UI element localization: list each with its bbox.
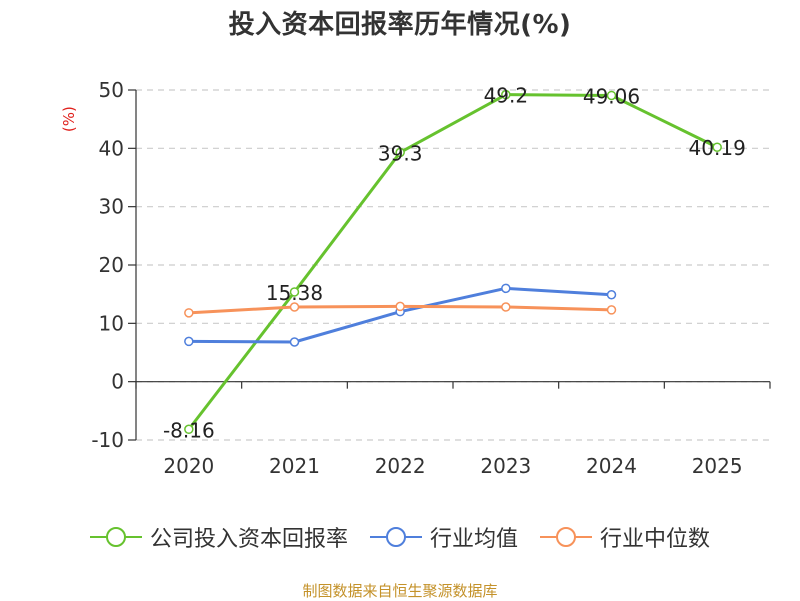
y-tick-label: 40	[99, 136, 124, 160]
legend-label-industry-median: 行业中位数	[600, 527, 711, 552]
data-label: 15.38	[266, 281, 323, 305]
data-point	[184, 336, 194, 347]
data-point	[289, 302, 300, 312]
x-tick-label: 2023	[480, 454, 531, 478]
y-tick-label: 20	[99, 253, 124, 277]
data-labels: -8.16 15.38 39.3 49.2 49.06 40.19	[163, 84, 746, 443]
y-axis-unit-label: (%)	[60, 106, 78, 132]
legend-line-circle-icon	[89, 527, 142, 547]
legend-label-industry-avg: 行业均值	[429, 527, 518, 552]
legend-line-circle-icon	[540, 527, 592, 547]
data-label: 49.2	[484, 84, 529, 108]
legend: 公司投入资本回报率 行业均值 行业中位数	[0, 520, 800, 554]
legend-item-industry-avg[interactable]: 行业均值	[369, 521, 518, 553]
legend-label-company: 公司投入资本回报率	[149, 527, 348, 552]
y-tick-label: 30	[99, 195, 124, 219]
x-tick-label: 2021	[269, 454, 320, 478]
data-label: 40.19	[689, 136, 746, 160]
data-point	[501, 283, 511, 294]
series-lines	[184, 89, 722, 435]
y-tick-label: 50	[99, 78, 124, 102]
y-tick-label: -10	[91, 428, 124, 452]
x-tick-label: 2025	[692, 454, 743, 478]
legend-item-industry-median[interactable]: 行业中位数	[540, 521, 710, 553]
data-point	[289, 337, 300, 347]
y-tick-label: 10	[99, 311, 124, 335]
data-label: -8.16	[163, 418, 215, 442]
axes: -10 0 10 20 30 40 50 2020 2021 2022 2023 2024 2025 (%…	[60, 78, 771, 478]
data-point	[184, 424, 194, 435]
source-note: 制图数据来自恒生聚源数据库	[302, 582, 498, 600]
data-point	[501, 302, 511, 312]
x-tick-label: 2024	[586, 454, 637, 478]
legend-line-circle-icon	[369, 527, 422, 547]
data-point	[289, 287, 300, 297]
chart-title: 投入资本回报率历年情况(%)	[228, 10, 572, 40]
data-point	[712, 142, 722, 152]
data-point	[606, 290, 617, 300]
data-point	[606, 90, 617, 101]
data-label: 49.06	[583, 84, 640, 108]
x-tick-label: 2020	[163, 454, 214, 478]
data-point	[184, 308, 194, 318]
data-point	[501, 89, 511, 100]
data-label: 39.3	[378, 141, 423, 165]
data-point	[395, 147, 405, 158]
data-point	[606, 305, 617, 315]
x-tick-label: 2022	[375, 454, 426, 478]
series-line	[187, 93, 718, 431]
data-point	[395, 301, 405, 312]
y-tick-label: 0	[111, 370, 124, 394]
legend-item-company[interactable]: 公司投入资本回报率	[89, 521, 348, 553]
